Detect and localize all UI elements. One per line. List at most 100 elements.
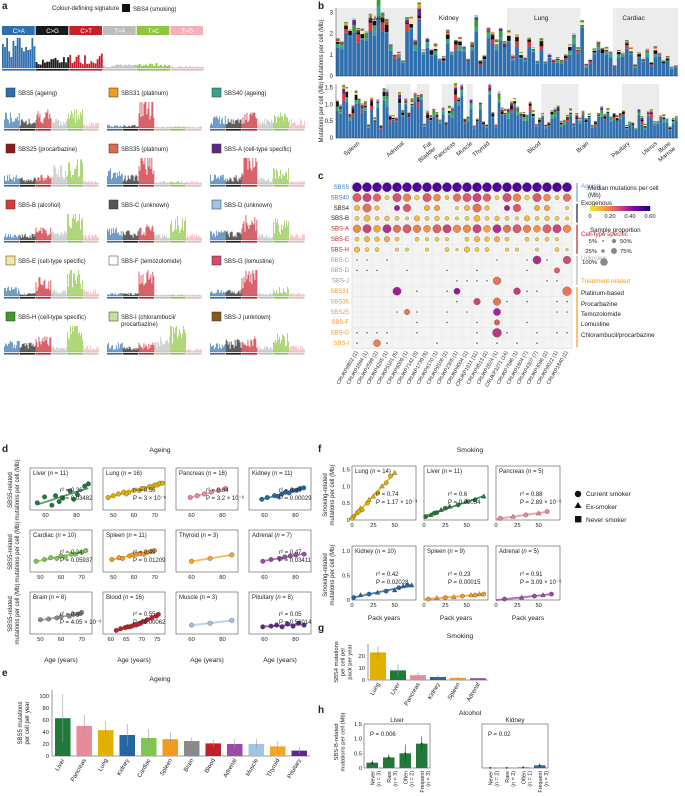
d-xtick: 60	[188, 575, 194, 581]
profile-bar	[77, 326, 78, 352]
profile-bar	[12, 347, 14, 352]
profile-bar	[88, 181, 89, 184]
signature-label-SBS40: SBS40 (ageing)	[224, 91, 266, 97]
profile-bar	[226, 230, 228, 240]
profile-bar	[135, 294, 137, 296]
profile-bar	[151, 64, 154, 68]
profile-bar	[250, 112, 252, 128]
profile-bar	[66, 120, 68, 128]
c-dot	[552, 182, 562, 192]
profile-bar	[8, 51, 11, 68]
stack-segment	[519, 118, 523, 138]
profile-bar	[190, 295, 191, 296]
f-xtick: 50	[463, 523, 469, 529]
d-point	[110, 493, 116, 499]
profile-bar	[151, 102, 153, 128]
stack-segment	[451, 118, 454, 138]
profile-bar	[37, 347, 39, 352]
profile-bar	[28, 180, 30, 184]
stack-segment	[531, 111, 535, 112]
profile-bar	[39, 341, 41, 352]
profile-bar	[166, 235, 168, 240]
stack-segment	[569, 110, 572, 113]
c-dot-small	[476, 342, 478, 345]
h-ylabel: SBS-B-relatedmutations per cell (Mb)	[334, 712, 347, 771]
profile-bar	[269, 236, 271, 240]
stack-segment	[376, 103, 380, 108]
d-plot-title: Adrenal (n = 7)	[252, 533, 292, 539]
c-colorbar-step	[620, 206, 622, 211]
c-dot	[352, 182, 362, 192]
profile-bar	[182, 67, 185, 68]
profile-bar	[277, 219, 278, 240]
stack-segment	[609, 120, 613, 122]
profile-bar	[61, 165, 63, 184]
profile-bar	[22, 121, 24, 128]
stack-segment	[551, 59, 556, 61]
profile-bar	[186, 295, 187, 296]
profile-bar	[4, 112, 6, 128]
stack-segment	[596, 40, 601, 42]
stack-segment	[645, 53, 650, 58]
stack-segment	[507, 109, 510, 112]
profile-bar	[191, 181, 192, 184]
stack-segment	[584, 64, 589, 66]
stack-segment	[363, 107, 367, 111]
stack-segment	[510, 112, 513, 138]
profile-bar	[22, 180, 24, 184]
profile-bar	[217, 176, 219, 184]
stack-segment	[674, 118, 678, 121]
d-point	[301, 551, 307, 557]
profile-bar	[9, 234, 11, 240]
profile-bar	[195, 237, 196, 240]
stack-segment	[401, 116, 405, 138]
c-dot	[515, 247, 519, 252]
profile-bar	[242, 223, 244, 240]
c-dot	[442, 182, 452, 192]
stack-segment	[538, 117, 541, 119]
d-xtick: 50	[37, 637, 43, 643]
profile-bar	[176, 67, 179, 68]
profile-bar	[86, 182, 87, 184]
stack-segment	[401, 61, 405, 62]
profile-bar	[276, 342, 277, 352]
profile-bar	[50, 227, 52, 240]
profile-bar	[162, 126, 164, 128]
profile-bar	[124, 126, 126, 128]
profile-bar	[227, 118, 229, 128]
profile-bar	[15, 174, 17, 184]
profile-bar	[115, 345, 117, 352]
stack-segment	[507, 111, 510, 114]
profile-ribbon	[83, 297, 99, 299]
stack-segment	[547, 121, 551, 123]
stack-segment	[475, 119, 479, 121]
stack-segment	[669, 67, 674, 68]
signature-swatch-SBSD	[211, 199, 222, 210]
profile-bar	[89, 181, 90, 184]
stack-segment	[559, 126, 563, 138]
stack-segment	[429, 117, 433, 118]
stack-segment	[447, 105, 451, 107]
profile-bar	[290, 182, 291, 184]
stack-segment	[502, 46, 507, 48]
stack-segment	[409, 24, 413, 28]
stack-segment	[572, 33, 576, 35]
stack-segment	[351, 106, 355, 110]
stack-segment	[438, 123, 442, 138]
stack-segment	[413, 101, 417, 138]
profile-bar	[272, 293, 274, 296]
c-size-dot	[611, 248, 617, 254]
profile-bar	[80, 229, 81, 240]
profile-bar	[140, 347, 142, 352]
stack-segment	[433, 50, 438, 56]
profile-bar	[292, 182, 293, 184]
stack-segment	[657, 56, 662, 76]
profile-bar	[61, 348, 63, 352]
profile-bar	[20, 346, 22, 352]
stack-segment	[534, 123, 538, 125]
profile-bar	[83, 235, 84, 240]
profile-bar	[15, 118, 17, 128]
profile-bar	[198, 349, 199, 352]
stack-segment	[544, 126, 548, 129]
